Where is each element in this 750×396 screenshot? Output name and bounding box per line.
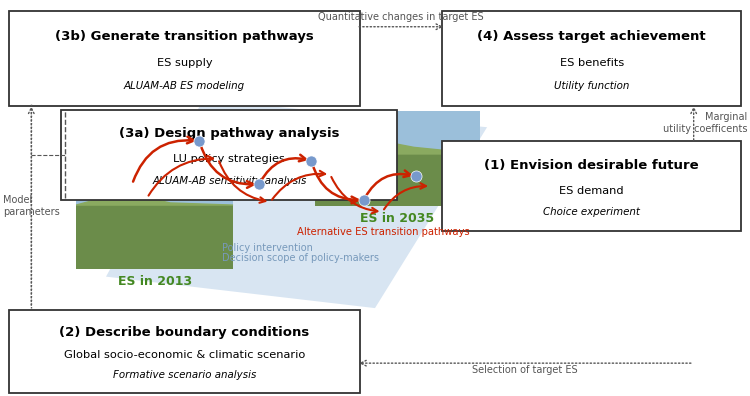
Text: (3b) Generate transition pathways: (3b) Generate transition pathways [55,30,314,43]
FancyBboxPatch shape [315,154,479,206]
FancyBboxPatch shape [76,163,233,205]
Polygon shape [106,100,487,308]
Text: Formative scenario analysis: Formative scenario analysis [112,370,256,380]
FancyBboxPatch shape [442,141,741,231]
Text: Model
parameters: Model parameters [3,195,60,217]
Text: (1) Envision desirable future: (1) Envision desirable future [484,159,699,172]
Text: Selection of target ES: Selection of target ES [472,365,578,375]
Polygon shape [76,192,233,205]
Text: Choice experiment: Choice experiment [543,207,640,217]
Text: Marginal
utility coefficents: Marginal utility coefficents [662,112,747,134]
FancyBboxPatch shape [62,110,398,200]
FancyBboxPatch shape [442,11,741,106]
Text: ES supply: ES supply [157,58,212,68]
Text: ES benefits: ES benefits [560,58,624,68]
Text: Decision scope of policy-makers: Decision scope of policy-makers [222,253,379,263]
Text: ES demand: ES demand [560,186,624,196]
FancyBboxPatch shape [9,11,360,106]
Text: ES in 2013: ES in 2013 [118,275,192,287]
Text: Alternative ES transition pathways: Alternative ES transition pathways [296,227,470,238]
FancyBboxPatch shape [76,205,233,269]
Text: Policy intervention: Policy intervention [222,243,313,253]
Text: Global socio-economic & climatic scenario: Global socio-economic & climatic scenari… [64,350,305,360]
Text: ALUAM-AB sensitivity analysis: ALUAM-AB sensitivity analysis [152,176,307,186]
FancyBboxPatch shape [315,112,479,154]
Polygon shape [315,138,479,154]
Text: ES in 2035: ES in 2035 [360,212,434,225]
FancyBboxPatch shape [9,310,360,393]
Text: Quantitative changes in target ES: Quantitative changes in target ES [318,12,484,22]
Text: LU policy strategies: LU policy strategies [173,154,285,164]
Text: (3a) Design pathway analysis: (3a) Design pathway analysis [119,128,340,141]
Text: Utility function: Utility function [554,80,629,91]
Text: (2) Describe boundary conditions: (2) Describe boundary conditions [59,326,310,339]
Text: (4) Assess target achievement: (4) Assess target achievement [478,30,706,43]
Text: ALUAM-AB ES modeling: ALUAM-AB ES modeling [124,80,245,91]
